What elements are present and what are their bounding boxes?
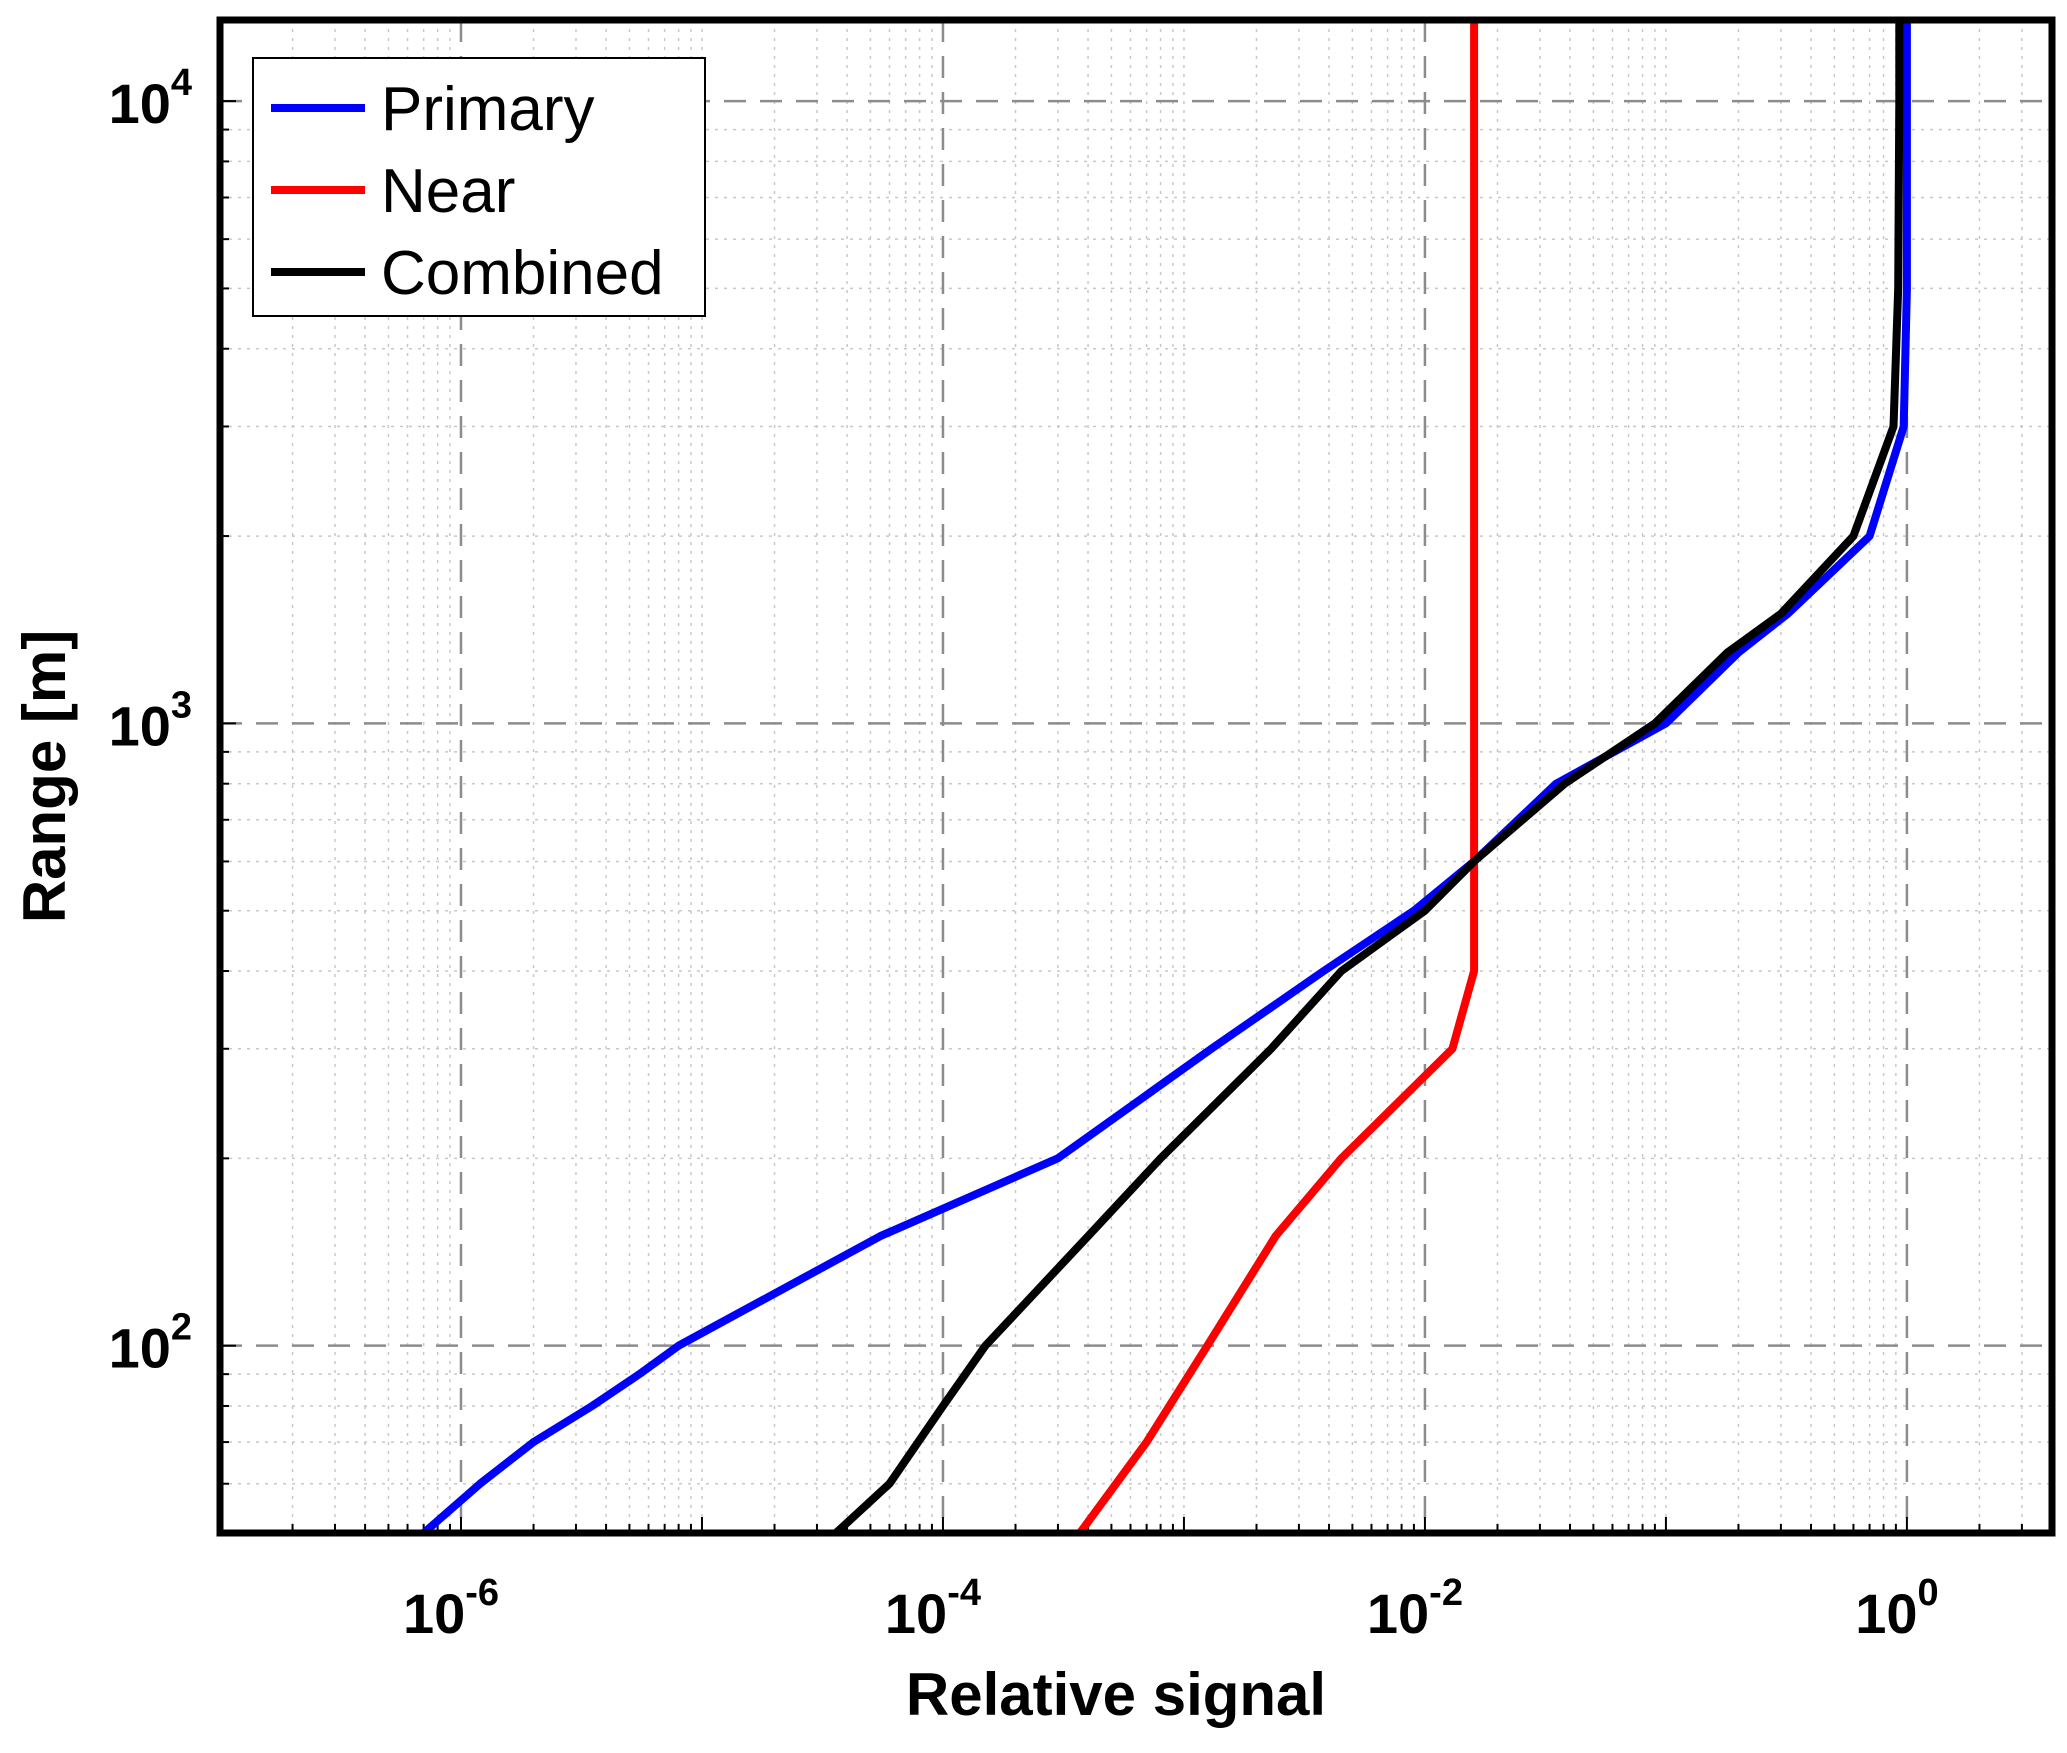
legend-label-combined: Combined <box>381 239 664 308</box>
x-tick-labels: 10-6 10-4 10-2 100 <box>403 1572 1939 1645</box>
plot-frame <box>216 16 2056 1537</box>
x-tick-exponent: -2 <box>1429 1572 1463 1614</box>
y-tick-base: 10 <box>109 1317 171 1380</box>
x-tick-base: 10 <box>1855 1582 1917 1645</box>
x-tick-base: 10 <box>885 1582 947 1645</box>
x-tick-exponent: 0 <box>1917 1572 1938 1614</box>
x-tick-base: 10 <box>403 1582 465 1645</box>
x-tick-exponent: -4 <box>947 1572 981 1614</box>
x-tick-label: 10-6 <box>403 1572 499 1645</box>
x-tick-base: 10 <box>1367 1582 1429 1645</box>
x-tick-exponent: -6 <box>465 1572 499 1614</box>
y-tick-exponent: 4 <box>171 62 192 104</box>
primary-line <box>421 20 1911 1533</box>
plot-lines <box>421 20 1911 1533</box>
legend: Primary Near Combined <box>252 57 706 317</box>
legend-label-primary: Primary <box>381 75 595 144</box>
y-tick-base: 10 <box>109 694 171 757</box>
x-tick-label: 10-4 <box>885 1572 981 1645</box>
y-tick-exponent: 3 <box>171 684 192 726</box>
legend-label-near: Near <box>381 157 515 226</box>
y-tick-label: 104 <box>109 62 192 135</box>
y-tick-label: 102 <box>109 1307 192 1380</box>
y-tick-exponent: 2 <box>171 1307 192 1349</box>
y-tick-base: 10 <box>109 72 171 135</box>
x-tick-label: 10-2 <box>1367 1572 1463 1645</box>
y-axis-title: Range [m] <box>11 630 78 923</box>
x-tick-label: 100 <box>1855 1572 1938 1645</box>
y-tick-label: 103 <box>109 684 192 757</box>
combined-line <box>833 20 1904 1533</box>
x-axis-title: Relative signal <box>906 1661 1326 1728</box>
near-line <box>1076 20 1479 1533</box>
